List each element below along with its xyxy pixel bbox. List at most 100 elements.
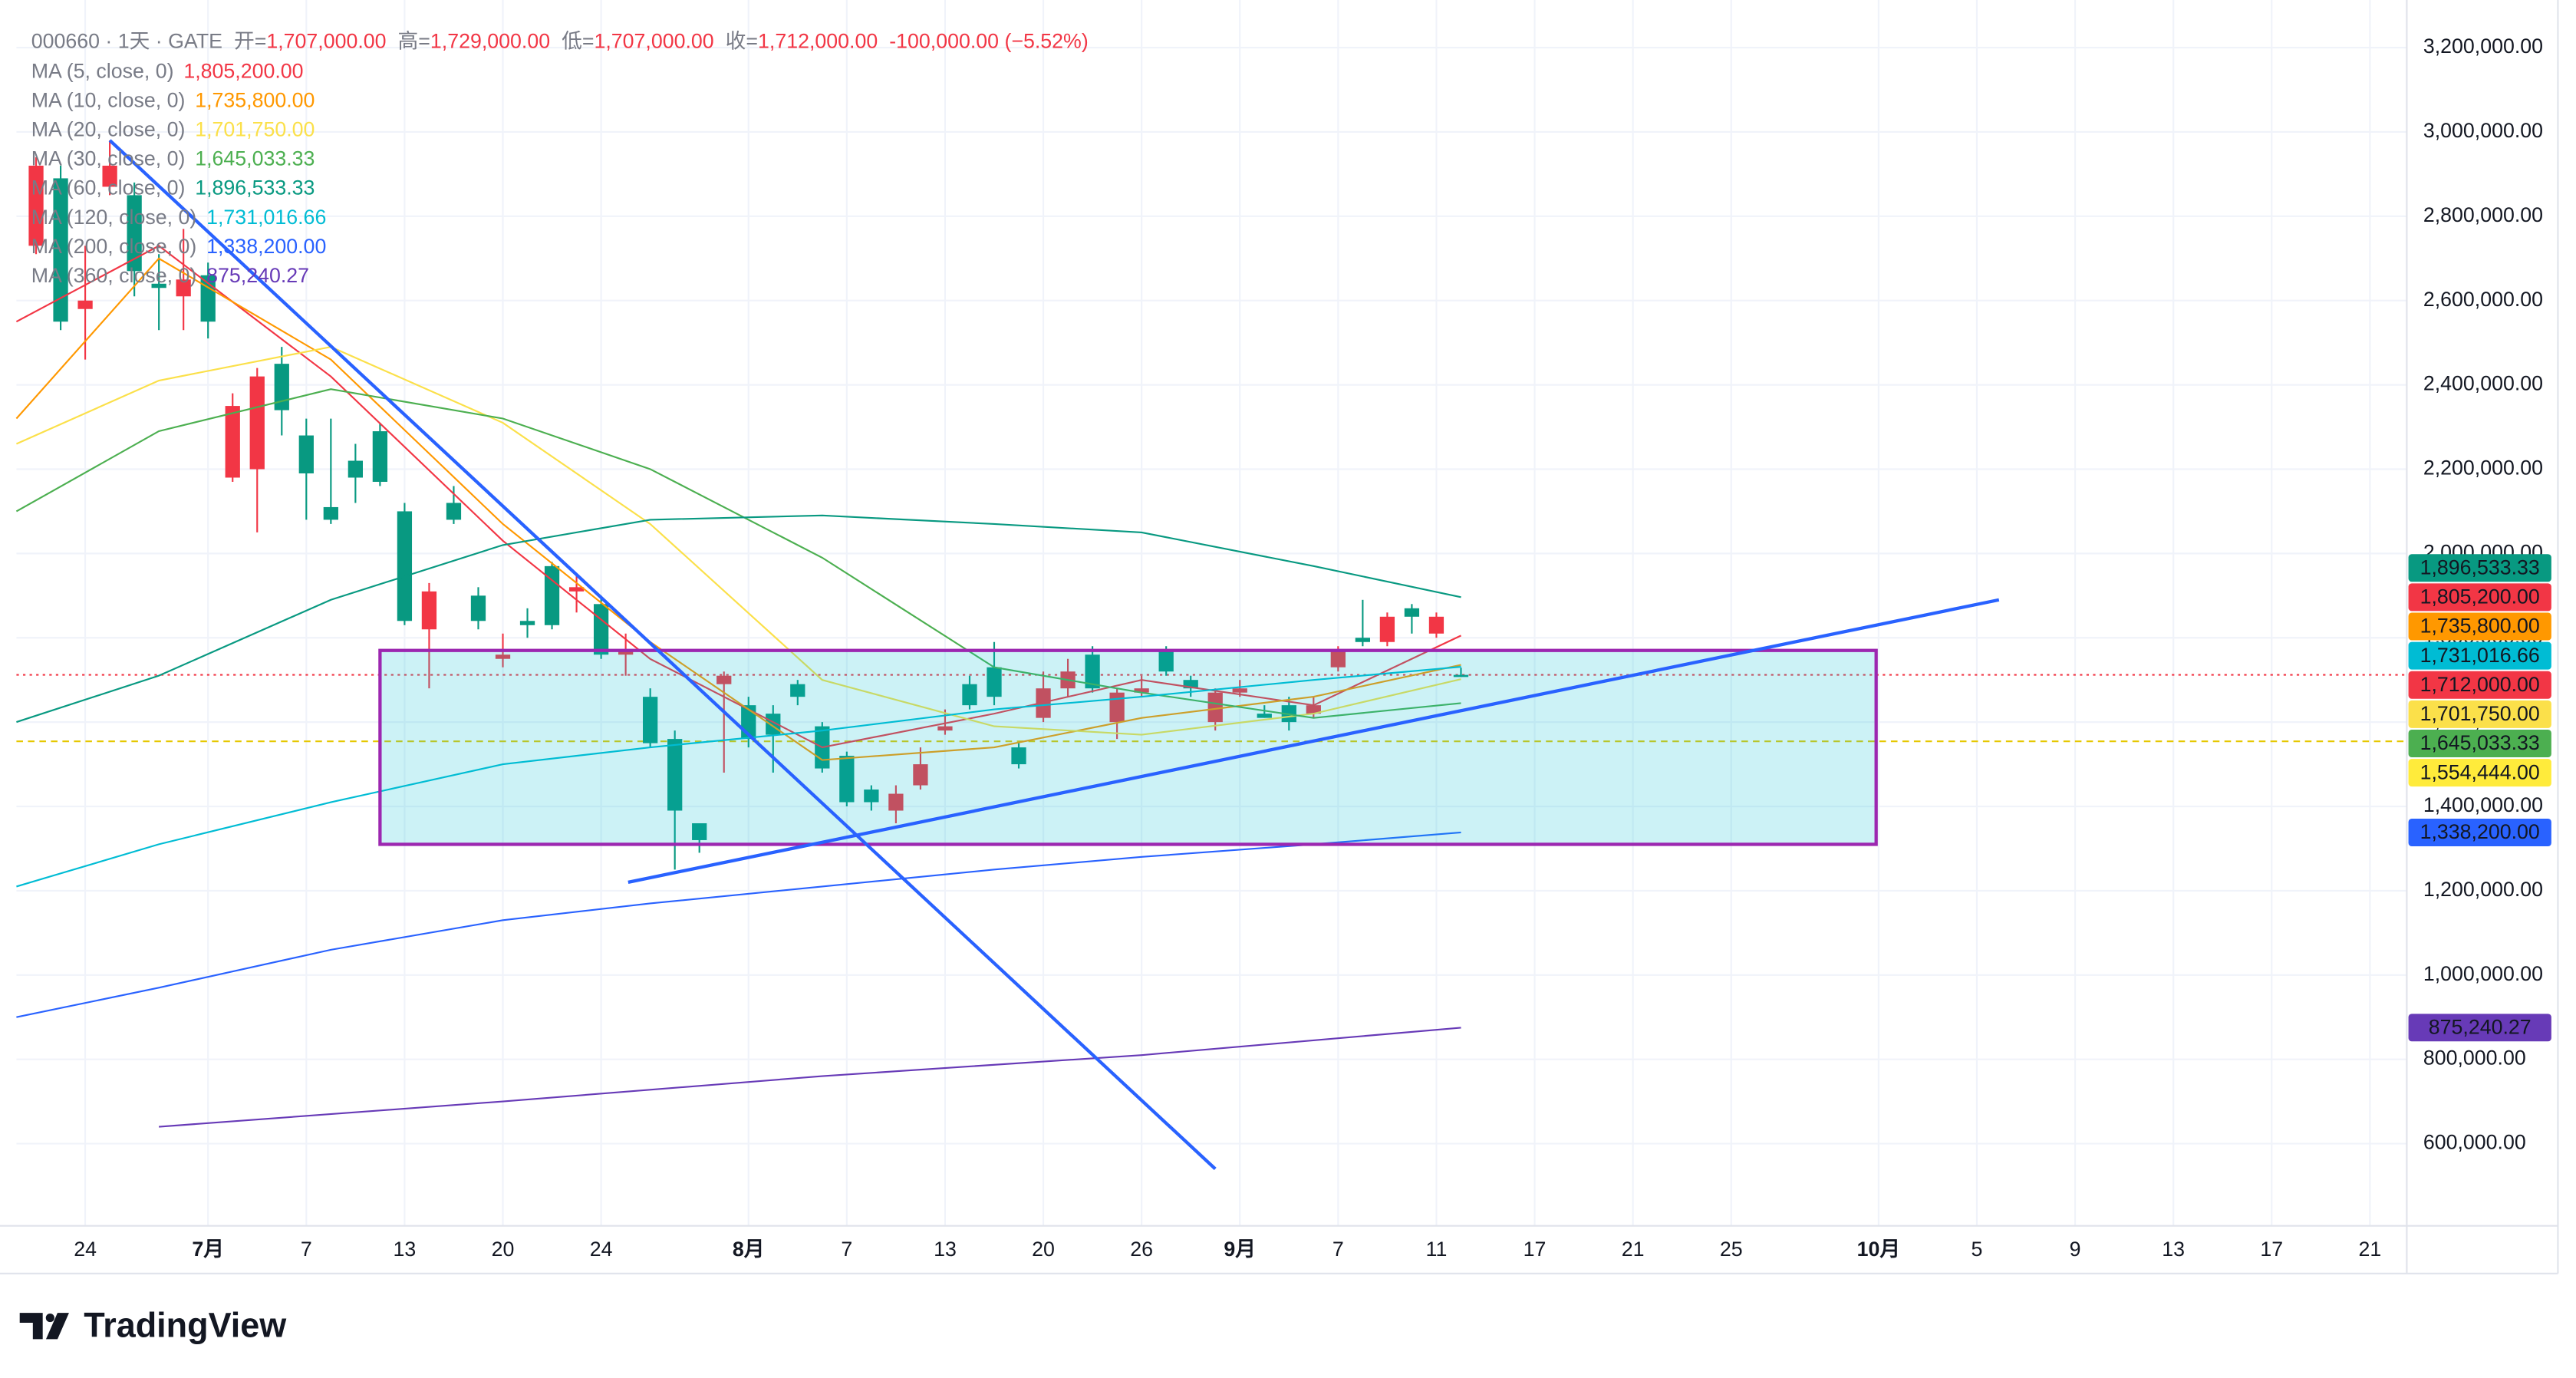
candle-body — [618, 650, 634, 655]
x-tick-label: 10月 — [1857, 1238, 1901, 1261]
candle-body — [519, 621, 535, 625]
price-label-box — [2408, 554, 2551, 582]
candle-body — [53, 178, 68, 322]
rectangle-drawing — [378, 648, 1878, 846]
legend-value: 1,805,200.00 — [183, 59, 303, 82]
ma-line — [15, 257, 1461, 761]
candle-body — [1428, 616, 1444, 634]
x-tick-label: 13 — [394, 1238, 417, 1261]
legend-name: MA (20, close, 0) — [31, 118, 186, 141]
legend: 000660 · 1天 · GATE 开=1,707,000.00 高=1,729,… — [31, 30, 1089, 287]
candle-body — [692, 823, 707, 840]
y-tick-label: 3,200,000.00 — [2423, 35, 2543, 58]
candle-body — [495, 654, 511, 659]
ma-line — [159, 1027, 1461, 1128]
x-tick-label: 7月 — [192, 1238, 224, 1261]
y-tick-label: 2,400,000.00 — [2423, 372, 2543, 395]
candle-body — [151, 283, 166, 288]
x-tick-label: 5 — [1972, 1238, 1983, 1261]
candle-body — [397, 511, 413, 621]
legend-value: 875,240.27 — [206, 264, 309, 287]
ma-line — [16, 666, 1461, 888]
x-tick-label: 11 — [1426, 1238, 1448, 1261]
candle-body — [643, 697, 658, 743]
brand-name: TradingView — [84, 1305, 287, 1344]
x-tick-label: 17 — [2260, 1238, 2283, 1261]
header-part: 1,707,000.00 — [594, 30, 713, 53]
legend-entry: MA (60, close, 0) 1,896,533.33 — [31, 176, 315, 199]
y-tick-label: 600,000.00 — [2423, 1131, 2526, 1154]
x-tick-label: 20 — [492, 1238, 515, 1261]
grid — [16, 0, 2407, 1226]
legend-value: 1,701,750.00 — [195, 118, 315, 141]
candle-body — [544, 565, 560, 625]
header-part: 000660 · 1天 · GATE — [31, 30, 222, 53]
candle-body — [1183, 680, 1198, 689]
price-label-box — [2408, 818, 2551, 846]
y-tick-label: 3,000,000.00 — [2423, 119, 2543, 142]
price-label-box — [2408, 1014, 2551, 1042]
x-tick-label: 20 — [1032, 1238, 1055, 1261]
y-tick-label: 1,400,000.00 — [2423, 793, 2543, 816]
legend-value: 1,645,033.33 — [195, 147, 315, 170]
candle-body — [176, 279, 191, 297]
candle-body — [790, 684, 805, 697]
candle-body — [1379, 616, 1395, 642]
price-label: 1,554,444.00 — [2420, 760, 2540, 783]
legend-value: 1,896,533.33 — [195, 176, 315, 199]
candle-body — [1085, 654, 1100, 689]
ma-line — [16, 514, 1461, 724]
x-tick-label: 21 — [2358, 1238, 2381, 1261]
price-label: 1,731,016.66 — [2420, 644, 2540, 667]
candle-body — [1134, 688, 1149, 693]
candle-body — [1011, 747, 1026, 765]
axes — [0, 0, 2559, 1274]
legend-name: MA (30, close, 0) — [31, 147, 186, 170]
x-tick-label: 7 — [301, 1238, 312, 1261]
legend-name: MA (10, close, 0) — [31, 88, 186, 111]
legend-entry: MA (20, close, 0) 1,701,750.00 — [31, 118, 315, 141]
candle-body — [28, 165, 44, 246]
header-part: 1,712,000.00 — [758, 30, 878, 53]
candle-body — [348, 460, 363, 478]
price-label: 875,240.27 — [2429, 1015, 2532, 1038]
candle-body — [962, 684, 977, 706]
x-tick-label: 9月 — [1224, 1238, 1256, 1261]
candle-body — [298, 435, 314, 473]
x-tick-label: 7 — [841, 1238, 852, 1261]
legend-value: 1,338,200.00 — [206, 235, 326, 258]
y-tick-label: 800,000.00 — [2423, 1047, 2526, 1070]
candle-body — [274, 364, 289, 410]
header-part: -100,000.00 (−5.52%) — [889, 30, 1089, 53]
candle-body — [323, 506, 338, 520]
candle-body — [1453, 674, 1469, 677]
candle-body — [372, 431, 388, 482]
candle-body — [446, 503, 462, 520]
candle-body — [864, 790, 879, 803]
candle-body — [937, 726, 953, 731]
candle-body — [1158, 650, 1174, 672]
candle-body — [225, 406, 240, 478]
candle-body — [839, 756, 855, 803]
legend-entry: MA (10, close, 0) 1,735,800.00 — [31, 88, 315, 111]
header: 000660 · 1天 · GATE 开=1,707,000.00 高=1,729,… — [31, 30, 1089, 53]
x-tick-label: 24 — [74, 1238, 97, 1261]
x-tick-label: 9 — [2070, 1238, 2081, 1261]
price-label: 1,338,200.00 — [2420, 820, 2540, 843]
price-label-box — [2408, 641, 2551, 670]
x-tick-label: 26 — [1130, 1238, 1153, 1261]
candle-body — [1306, 705, 1321, 714]
legend-name: MA (200, close, 0) — [31, 235, 197, 258]
ma-line — [15, 346, 1461, 736]
brand: TradingView — [19, 1305, 287, 1344]
legend-entry: MA (120, close, 0) 1,731,016.66 — [31, 206, 327, 229]
y-tick-label: 2,800,000.00 — [2423, 203, 2543, 226]
candle-body — [1232, 688, 1247, 693]
candle-body — [1355, 638, 1371, 642]
x-tick-label: 13 — [934, 1238, 957, 1261]
candle-body — [716, 675, 732, 684]
header-part: 收= — [726, 30, 758, 53]
